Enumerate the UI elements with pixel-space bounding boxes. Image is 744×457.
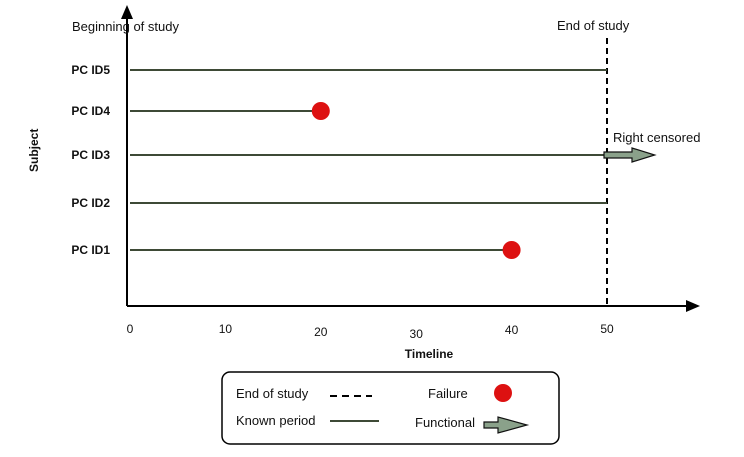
failure-marker-pc-id4	[311, 102, 330, 120]
x-tick-40: 40	[505, 323, 519, 337]
x-tick-50: 50	[600, 322, 614, 336]
subject-label-pc-id4: PC ID4	[71, 104, 110, 118]
x-tick-10: 10	[219, 322, 233, 336]
subject-label-pc-id5: PC ID5	[71, 63, 110, 77]
x-axis-arrowhead	[686, 300, 700, 312]
right-censored-label: Right censored	[613, 130, 700, 145]
x-tick-labels: 0 10 20 30 40 50	[127, 322, 614, 341]
beginning-of-study-label: Beginning of study	[72, 19, 179, 34]
subject-label-pc-id2: PC ID2	[71, 196, 110, 210]
subject-label-pc-id3: PC ID3	[71, 148, 110, 162]
legend-failure-label: Failure	[428, 386, 468, 401]
end-of-study-label: End of study	[557, 18, 630, 33]
x-tick-20: 20	[314, 325, 328, 339]
legend-functional-label: Functional	[415, 415, 475, 430]
failure-marker-pc-id1	[502, 241, 521, 259]
x-tick-30: 30	[410, 327, 424, 341]
legend-failure-dot	[494, 384, 512, 402]
legend: End of study Failure Known period Functi…	[221, 371, 560, 445]
x-tick-0: 0	[127, 322, 134, 336]
legend-box	[221, 371, 560, 445]
y-axis-arrowhead	[121, 5, 133, 19]
subject-rows: PC ID5 PC ID4 PC ID3 PC ID2 PC ID1	[71, 63, 657, 259]
legend-known-period-label: Known period	[236, 413, 316, 428]
legend-end-of-study-label: End of study	[236, 386, 309, 401]
legend-functional-arrow-icon	[483, 416, 530, 434]
y-axis-label: Subject	[27, 129, 41, 172]
subject-label-pc-id1: PC ID1	[71, 243, 110, 257]
x-axis-label: Timeline	[405, 347, 454, 361]
functional-arrow-pc-id3	[603, 147, 657, 163]
